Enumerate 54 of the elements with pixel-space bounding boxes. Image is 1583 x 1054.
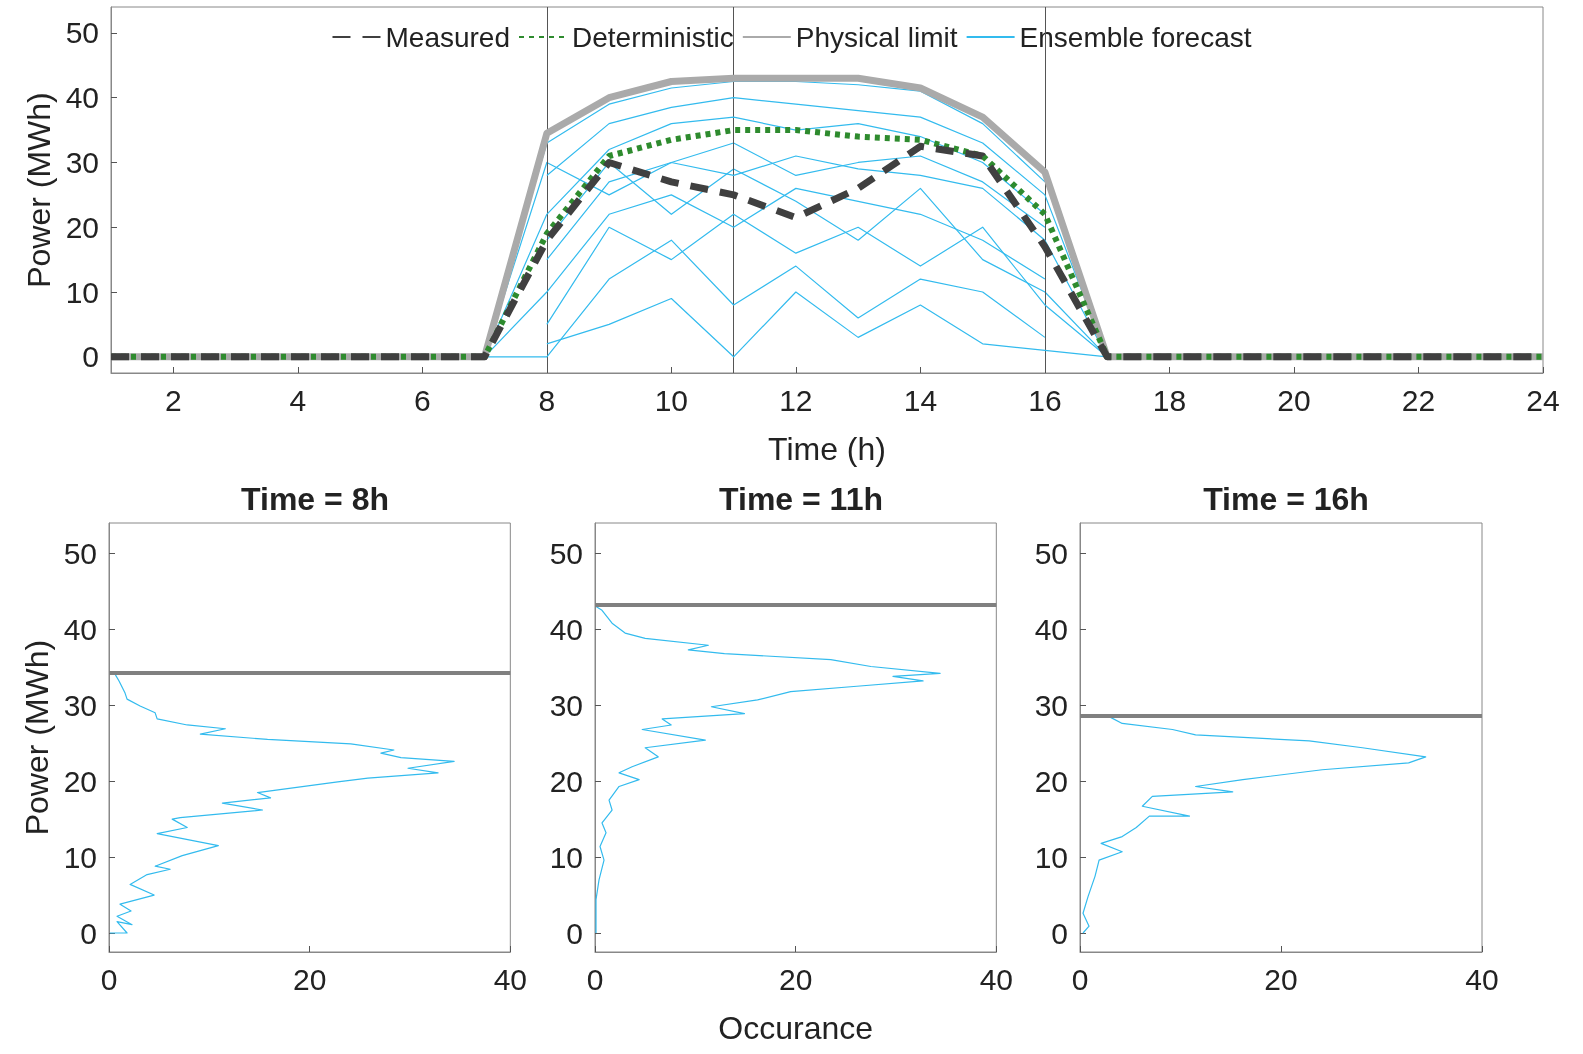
y-tick-label: 10 [549, 840, 583, 874]
x-tick-label: 20 [778, 962, 813, 996]
y-tick-label: 20 [65, 210, 99, 244]
y-tick-label: 30 [1034, 688, 1068, 722]
x-tick-label: 6 [413, 383, 431, 417]
y-axis-title: Power (MWh) [20, 92, 57, 288]
x-tick-label: 14 [903, 383, 938, 417]
y-tick-label: 50 [63, 536, 97, 570]
x-tick-label: 20 [1264, 962, 1298, 996]
x-tick-label: 16 [1028, 383, 1062, 417]
y-tick-label: 40 [65, 81, 99, 115]
x-tick-label: 20 [1277, 383, 1311, 417]
x-tick-label: 10 [654, 383, 689, 417]
x-axis-title: Occurance [718, 1010, 874, 1046]
y-tick-label: 10 [1034, 840, 1068, 874]
y-tick-label: 30 [63, 688, 97, 722]
y-tick-label: 40 [549, 612, 583, 646]
legend-label: Deterministic [572, 21, 734, 53]
x-tick-label: 40 [1465, 962, 1499, 996]
y-tick-label: 50 [549, 536, 583, 570]
y-tick-label: 10 [65, 275, 99, 309]
y-tick-label: 20 [63, 764, 97, 798]
y-tick-label: 30 [65, 145, 99, 179]
x-tick-label: 20 [292, 962, 327, 996]
x-tick-label: 8 [538, 383, 556, 417]
x-tick-label: 18 [1152, 383, 1187, 417]
x-tick-label: 4 [289, 383, 307, 417]
legend-label: Measured [385, 21, 511, 53]
y-tick-label: 20 [549, 764, 583, 798]
x-tick-label: 24 [1526, 383, 1560, 417]
x-tick-label: 40 [979, 962, 1013, 996]
y-tick-label: 40 [1034, 612, 1068, 646]
x-tick-label: 40 [493, 962, 527, 996]
y-tick-label: 40 [63, 612, 97, 646]
chart-title: Time = 11h [719, 481, 883, 517]
chart-title: Time = 16h [1203, 481, 1369, 517]
chart-title: Time = 8h [241, 481, 389, 517]
y-tick-label: 30 [549, 688, 583, 722]
y-tick-label: 0 [566, 916, 583, 950]
x-axis-title: Time (h) [768, 431, 886, 467]
y-tick-label: 10 [63, 840, 97, 874]
y-tick-label: 50 [65, 16, 99, 50]
y-tick-label: 0 [82, 340, 99, 374]
y-tick-label: 0 [1051, 916, 1068, 950]
x-tick-label: 22 [1401, 383, 1436, 417]
legend-label: Physical limit [795, 21, 958, 53]
y-tick-label: 50 [1034, 536, 1068, 570]
x-tick-label: 12 [779, 383, 813, 417]
x-tick-label: 0 [1071, 962, 1089, 996]
x-tick-label: 0 [586, 962, 604, 996]
y-axis-title: Power (MWh) [18, 639, 55, 836]
x-tick-label: 2 [164, 383, 182, 417]
y-tick-label: 0 [80, 916, 97, 950]
y-tick-label: 20 [1034, 764, 1068, 798]
